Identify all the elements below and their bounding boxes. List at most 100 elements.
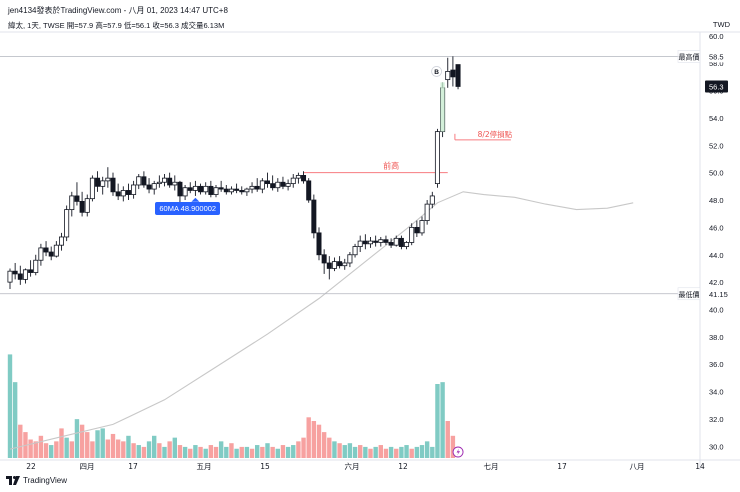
currency-label: TWD [712, 20, 730, 29]
candle [136, 174, 142, 190]
candle-body [79, 200, 85, 213]
candle [285, 179, 291, 191]
candle [419, 216, 425, 236]
candle-body [357, 240, 363, 247]
candle-body [38, 247, 44, 261]
ma60-line [9, 191, 634, 450]
volume-bar [59, 428, 64, 458]
candle-body [373, 240, 379, 243]
candle-body [275, 181, 281, 189]
candle [146, 178, 152, 194]
candle-body [280, 181, 286, 187]
candle [316, 227, 322, 261]
candle-body [59, 236, 65, 246]
candle [378, 236, 384, 247]
candle-body [352, 246, 358, 256]
volume-bar [424, 441, 430, 458]
candle [161, 174, 167, 187]
candle-body [95, 177, 101, 187]
time-tick-label: 22 [26, 462, 36, 470]
candle [275, 178, 281, 192]
volume-bar [146, 441, 152, 458]
candle-body [100, 180, 106, 187]
ma-tag-pointer [191, 197, 200, 202]
symbol-info-line: 緯太, 1天, TWSE 開=57.9 高=57.9 低=56.1 收=56.3… [8, 21, 225, 30]
price-axis[interactable]: 30.0 32.0 34.0 36.0 38.0 40.0 42.0 44.0 46.0 48.0… [677, 32, 740, 451]
volume-bar [440, 382, 445, 458]
candle-body [182, 187, 188, 197]
candle-body [43, 247, 49, 253]
price-chart[interactable]: 前高 8/2停損點 B 30.0 32.0 34.0 36.0 38.0 40.0 42.0 44… [0, 0, 740, 470]
time-tick-label: 八月 [630, 462, 645, 470]
candle-body [244, 188, 250, 193]
volume-bar [64, 437, 69, 458]
volume-bar [280, 445, 286, 458]
candle [74, 182, 80, 206]
volume-bar [296, 441, 301, 458]
tradingview-logo-icon [6, 476, 20, 485]
volume-bar [363, 446, 368, 458]
candle [33, 254, 39, 276]
volume-bar [218, 441, 224, 458]
candle [120, 186, 126, 202]
candle [409, 223, 415, 246]
candle-body [419, 220, 425, 234]
volume-bar [152, 435, 157, 458]
volume-bar [7, 354, 13, 458]
candle-body [208, 185, 214, 195]
volume-bar [79, 424, 85, 458]
volume-bar [388, 446, 394, 458]
candle-body [161, 177, 167, 183]
time-axis[interactable]: 22 四月 17 五月 15 六月 12 七月 17 八月 14 [26, 461, 705, 470]
candle [69, 191, 75, 217]
volume-bar [193, 445, 198, 458]
candle [388, 238, 394, 248]
candle [151, 180, 157, 195]
candle-body [285, 183, 291, 187]
candle [244, 187, 250, 196]
candle-body [337, 261, 343, 267]
candle-body [69, 195, 75, 211]
price-tick-label: 58.0 [709, 59, 724, 68]
candle [367, 236, 373, 248]
volume-bar [404, 445, 409, 458]
candle [141, 171, 147, 188]
candle-body [445, 71, 451, 81]
volume-bar [265, 443, 270, 458]
candle [239, 186, 245, 195]
candle-body [48, 251, 54, 257]
tradingview-logo: TradingView [6, 476, 67, 485]
candle [301, 171, 307, 184]
candle [223, 184, 229, 195]
candle-body [306, 180, 312, 201]
volume-bar [115, 439, 121, 458]
candle [59, 232, 65, 251]
candle-body [115, 191, 121, 197]
candle [450, 56, 456, 87]
candle [12, 262, 18, 280]
price-tick-label: 50.0 [709, 169, 724, 178]
volume-bar [399, 446, 404, 458]
volume-bar [311, 421, 317, 458]
candle-body [187, 187, 193, 191]
candle-body [12, 270, 18, 275]
candle-body [203, 185, 209, 193]
candle-body [228, 188, 234, 193]
volume-bar [373, 446, 378, 458]
candle [295, 172, 301, 184]
candle [264, 172, 270, 188]
candle [64, 205, 70, 242]
candle [182, 184, 188, 201]
candle-body [110, 177, 116, 193]
stop-loss-label: 8/2停損點 [478, 129, 513, 139]
candle [208, 180, 214, 198]
volume-bar [450, 435, 456, 458]
candle [429, 191, 435, 209]
price-tick-label: 48.0 [709, 196, 724, 205]
candle [131, 180, 137, 199]
candle-body [414, 226, 420, 234]
volume-bar [383, 448, 389, 458]
candle [326, 256, 332, 280]
volume-bar [394, 448, 399, 458]
volume-bar [213, 446, 219, 458]
